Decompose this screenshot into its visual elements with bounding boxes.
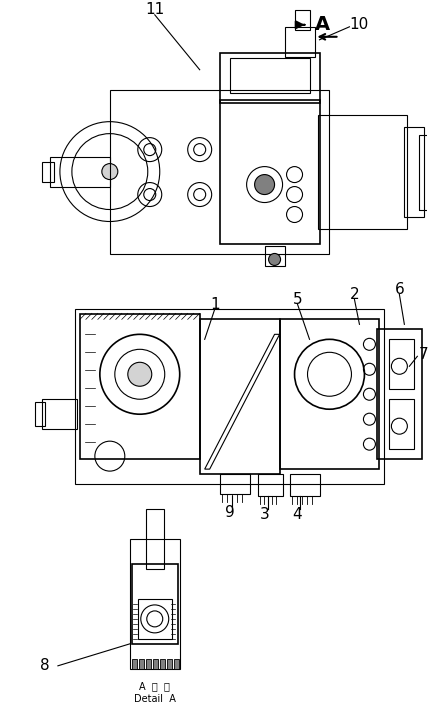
Bar [200,319,279,474]
Bar [290,474,320,496]
Bar [285,27,315,56]
Bar [146,659,151,669]
Bar [389,399,414,449]
Bar [174,659,179,669]
Bar [258,474,282,496]
Bar [377,329,422,459]
Bar [220,474,250,494]
Text: 7: 7 [419,347,428,362]
Text: 10: 10 [349,17,369,33]
Bar [139,659,144,669]
Bar [167,659,172,669]
Bar [153,659,158,669]
Text: A  詳  細: A 詳 細 [140,681,170,691]
Bar [35,403,45,426]
Text: 1: 1 [210,297,220,312]
Bar [80,314,200,459]
Bar [130,539,180,669]
Circle shape [102,164,118,180]
Text: 5: 5 [293,292,302,307]
Text: 11: 11 [145,2,164,17]
Bar [50,156,110,187]
Circle shape [269,253,281,266]
Bar [404,127,424,216]
Bar [230,58,309,93]
Bar [132,564,178,644]
Text: 3: 3 [260,507,270,521]
Text: Detail  A: Detail A [134,694,176,704]
Bar [138,599,172,639]
Text: 9: 9 [225,505,235,520]
Bar [220,53,320,103]
Bar [389,340,414,390]
Bar [279,319,379,469]
Bar [294,10,309,30]
Circle shape [255,174,275,195]
Bar [146,509,164,569]
Bar [110,90,330,254]
Bar [265,246,285,266]
Bar [132,659,137,669]
Bar [318,114,407,230]
Bar [42,161,54,182]
Bar [75,309,384,484]
Text: A: A [315,15,330,34]
Text: 6: 6 [395,282,404,297]
Circle shape [128,362,152,386]
Bar [160,659,165,669]
Bar [419,135,428,209]
Bar [220,100,320,245]
Bar [42,399,77,429]
Text: 2: 2 [350,287,359,302]
Text: 4: 4 [293,507,302,521]
Text: 8: 8 [40,658,50,673]
